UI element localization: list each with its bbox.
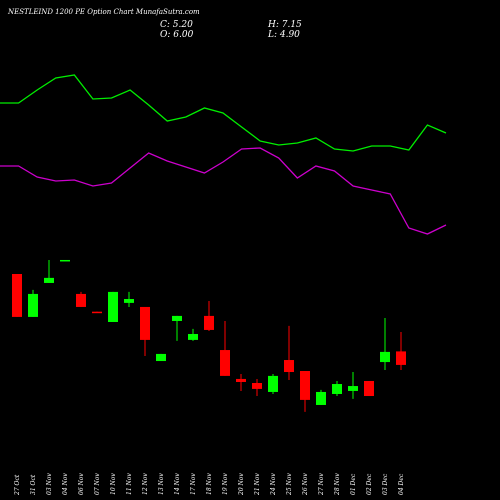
x-tick-label: 03 Nov bbox=[46, 473, 53, 495]
candle-body bbox=[396, 351, 406, 365]
header-close: C: 5.20 bbox=[160, 20, 193, 30]
x-tick-label: 17 Nov bbox=[190, 473, 197, 495]
x-tick-label: 21 Nov bbox=[254, 473, 261, 496]
x-tick-label: 25 Nov bbox=[286, 473, 293, 496]
x-tick-label: 07 Nov bbox=[94, 473, 101, 495]
x-tick-label: 24 Nov bbox=[270, 473, 277, 496]
candle-body bbox=[204, 315, 214, 330]
candle-body bbox=[348, 386, 358, 391]
candle-body bbox=[236, 378, 246, 382]
x-tick-label: 28 Nov bbox=[334, 473, 341, 496]
candle-body bbox=[12, 273, 22, 317]
x-tick-label: 03 Dec bbox=[382, 473, 389, 495]
x-tick-label: 10 Nov bbox=[110, 473, 117, 495]
x-tick-label: 31 Oct bbox=[30, 474, 37, 495]
candle-body bbox=[60, 259, 70, 262]
candle-body bbox=[364, 380, 374, 397]
candle-body bbox=[316, 391, 326, 405]
x-tick-label: 13 Nov bbox=[158, 473, 165, 495]
indicator-line bbox=[0, 147, 447, 235]
x-tick-label: 20 Nov bbox=[238, 473, 245, 496]
x-tick-label: 12 Nov bbox=[142, 473, 149, 495]
candle-body bbox=[268, 375, 278, 392]
x-tick-label: 18 Nov bbox=[206, 473, 213, 495]
candle-body bbox=[220, 350, 230, 376]
candle-body bbox=[188, 333, 198, 340]
x-tick-label: 06 Nov bbox=[78, 473, 85, 495]
x-tick-label: 19 Nov bbox=[222, 473, 229, 495]
x-tick-label: 01 Dec bbox=[350, 473, 357, 495]
x-tick-label: 26 Nov bbox=[302, 473, 309, 496]
candle-body bbox=[172, 315, 182, 321]
x-tick-label: 04 Dec bbox=[398, 473, 405, 495]
header-high: H: 7.15 bbox=[267, 20, 302, 30]
chart-title: NESTLEIND 1200 PE Option Chart MunafaSut… bbox=[7, 8, 200, 16]
candle-body bbox=[44, 277, 54, 283]
candle-body bbox=[76, 293, 86, 307]
candle-body bbox=[300, 371, 310, 400]
candle-body bbox=[92, 311, 102, 314]
header-open: O: 6.00 bbox=[160, 30, 194, 40]
x-tick-label: 04 Nov bbox=[62, 473, 69, 495]
indicator-line bbox=[0, 74, 447, 152]
header-low: L: 4.90 bbox=[267, 30, 300, 40]
candle-body bbox=[108, 291, 118, 322]
x-tick-label: 27 Oct bbox=[14, 474, 21, 496]
candle-body bbox=[252, 383, 262, 389]
candle-body bbox=[284, 360, 294, 373]
x-tick-label: 11 Nov bbox=[126, 473, 133, 495]
candle-body bbox=[156, 353, 166, 362]
candle-body bbox=[380, 351, 390, 363]
candle-body bbox=[140, 306, 150, 340]
candle-body bbox=[124, 299, 134, 303]
x-tick-label: 14 Nov bbox=[174, 473, 181, 495]
x-tick-label: 27 Nov bbox=[318, 473, 325, 496]
x-tick-label: 02 Dec bbox=[366, 473, 373, 495]
candle-body bbox=[28, 293, 38, 317]
candle-body bbox=[332, 384, 342, 394]
